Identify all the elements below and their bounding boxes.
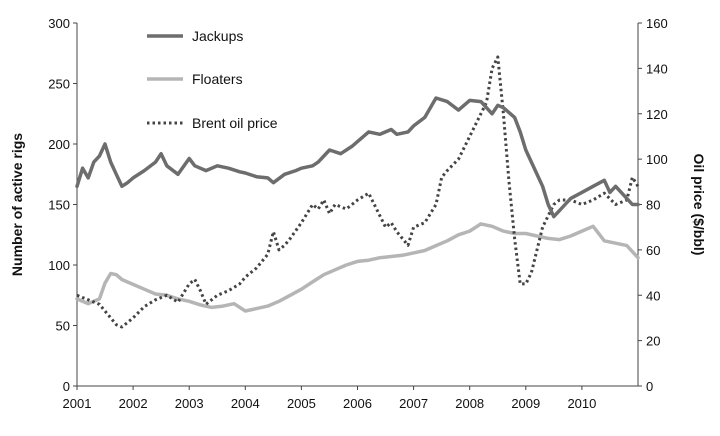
x-tick-label: 2009 [511, 396, 540, 411]
series-lines [75, 55, 640, 329]
left-y-tick-label: 250 [48, 77, 70, 92]
right-y-tick-label: 40 [646, 288, 660, 303]
right-y-tick-label: 100 [646, 152, 668, 167]
right-y-tick-label: 140 [646, 61, 668, 76]
right-y-tick-label: 120 [646, 107, 668, 122]
right-y-axis-title: Oil price ($/bbl) [691, 154, 707, 256]
left-y-tick-label: 150 [48, 198, 70, 213]
legend: Jackups Floaters Brent oil price [147, 28, 278, 131]
legend-label-jackups: Jackups [192, 28, 243, 44]
x-tick-label: 2005 [287, 396, 316, 411]
right-y-tick-label: 80 [646, 198, 660, 213]
right-y-tick-label: 0 [646, 379, 653, 394]
x-tick-label: 2007 [399, 396, 428, 411]
right-y-tick-label: 20 [646, 334, 660, 349]
x-tick-label: 2008 [455, 396, 484, 411]
legend-label-floaters: Floaters [192, 71, 243, 87]
left-y-tick-label: 300 [48, 16, 70, 31]
right-y-tick-label: 60 [646, 243, 660, 258]
x-tick-label: 2002 [119, 396, 148, 411]
left-y-tick-label: 100 [48, 258, 70, 273]
left-y-axis-title: Number of active rigs [9, 133, 25, 276]
x-tick-label: 2004 [231, 396, 260, 411]
axes: 0 50 100 150 200 250 300 0 20 40 60 80 100 120 140 160 2… [9, 16, 707, 411]
right-y-tick-label: 160 [646, 16, 668, 31]
series-line-brent-oil-price [76, 55, 640, 329]
x-tick-label: 2003 [175, 396, 204, 411]
x-tick-label: 2001 [63, 396, 92, 411]
left-y-tick-label: 0 [63, 379, 70, 394]
x-tick-label: 2006 [343, 396, 372, 411]
left-y-tick-label: 200 [48, 137, 70, 152]
series-line-floaters [75, 222, 640, 313]
series-line-jackups [75, 96, 640, 219]
left-y-tick-label: 50 [56, 319, 70, 334]
x-tick-label: 2010 [567, 396, 596, 411]
legend-label-brent-oil-price: Brent oil price [192, 115, 278, 131]
